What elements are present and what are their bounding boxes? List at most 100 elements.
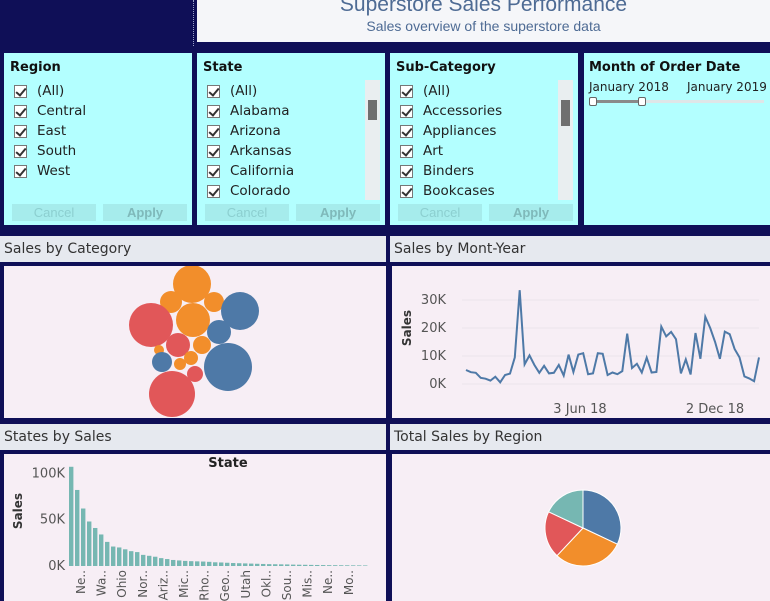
state-option-california[interactable]: California [207,161,294,181]
bar-43 [327,565,332,566]
bar-x-tick-label: Nor.. [136,570,150,598]
scrollbar-thumb[interactable] [368,100,377,120]
bar-11 [135,552,140,566]
line-x-tick-label: 3 Jun 18 [553,402,606,417]
bar-19 [183,560,188,566]
bar-36 [285,564,290,566]
subcategory-apply-button[interactable]: Apply [489,204,573,221]
region-option-east[interactable]: East [14,121,66,141]
bar-x-tick-label: Okl.. [259,570,273,597]
subcategory-cancel-button[interactable]: Cancel [398,204,482,221]
bubble-orange-2 [204,292,224,312]
subcategory-option-appliances[interactable]: Appliances [400,121,496,141]
checkbox-icon[interactable] [400,104,413,118]
checkbox-icon[interactable] [207,184,220,198]
bubble-orange-13 [174,358,186,370]
state-apply-button[interactable]: Apply [296,204,380,221]
region-filter: Region (All) Central East South West Can… [4,53,192,225]
checkbox-icon[interactable] [207,144,220,158]
checkbox-icon[interactable] [207,164,220,178]
bar-x-tick-label: Ohio [115,570,129,598]
region-option-west[interactable]: West [14,161,70,181]
bubble-blue-11 [152,352,172,372]
bar-23 [207,561,212,566]
subcategory-option-art[interactable]: Art [400,141,443,161]
checkbox-icon[interactable] [400,184,413,198]
state-option-alabama[interactable]: Alabama [207,101,290,121]
sales-by-month-chart: Sales 0K 10K 20K 30K 3 Jun 18 2 Dec 18 [392,266,770,418]
bubble-chart-svg [129,266,259,417]
bar-25 [219,562,224,566]
subcategory-filter-title: Sub-Category [396,60,496,75]
region-option-central[interactable]: Central [14,101,86,121]
date-slider-range[interactable] [592,100,642,103]
state-filter-title: State [203,60,243,75]
checkbox-icon[interactable] [400,124,413,138]
subcategory-option-bookcases[interactable]: Bookcases [400,181,495,201]
bubble-orange-1 [160,291,182,313]
subcategory-option-accessories[interactable]: Accessories [400,101,502,121]
checkbox-icon[interactable] [14,144,27,158]
bar-6 [105,541,110,566]
bubble-orange-0 [173,266,211,303]
state-filter: State (All) Alabama Arizona Arkansas Cal… [197,53,385,225]
checkbox-icon[interactable] [400,144,413,158]
bar-14 [153,556,158,566]
subcategory-option-all[interactable]: (All) [400,81,450,101]
bubble-orange-3 [176,303,210,337]
checkbox-icon[interactable] [14,84,27,98]
bar-x-tick-label: Rho.. [198,570,212,601]
bar-0 [69,466,74,566]
dashboard-subtitle: Sales overview of the superstore data [366,18,601,34]
bar-38 [297,564,302,566]
bar-13 [147,555,152,566]
header-left-spacer [0,0,194,46]
bar-x-tick-label: Wa.. [95,570,109,596]
checkbox-icon[interactable] [400,84,413,98]
state-option-arkansas[interactable]: Arkansas [207,141,292,161]
checkbox-icon[interactable] [14,164,27,178]
state-list-scrollbar[interactable] [365,80,380,200]
line-y-tick-label: 0K [429,377,446,392]
region-cancel-button[interactable]: Cancel [12,204,96,221]
date-filter: Month of Order Date January 2018 January… [584,53,770,225]
bar-x-tick-label: Ne.. [321,570,335,594]
states-by-sales-title: States by Sales [0,424,386,450]
checkbox-icon[interactable] [400,164,413,178]
date-slider-end-handle[interactable] [638,97,646,106]
pie-slice-blue [582,489,622,545]
date-slider-start-handle[interactable] [589,97,597,106]
line-y-tick-label: 10K [421,349,447,364]
region-apply-button[interactable]: Apply [103,204,187,221]
state-option-colorado[interactable]: Colorado [207,181,290,201]
scrollbar-thumb[interactable] [561,100,570,126]
checkbox-icon[interactable] [14,104,27,118]
date-filter-title: Month of Order Date [589,60,741,75]
bar-37 [291,564,296,566]
bubble-red-14 [187,366,203,382]
bar-y-tick-label: 0K [48,559,65,574]
region-option-south[interactable]: South [14,141,76,161]
bar-1 [75,489,80,566]
region-filter-title: Region [10,60,61,75]
bar-12 [141,554,146,566]
bar-18 [177,560,182,566]
date-slider-track[interactable] [592,100,764,103]
checkbox-icon[interactable] [207,84,220,98]
state-cancel-button[interactable]: Cancel [205,204,289,221]
checkbox-icon[interactable] [207,124,220,138]
state-option-all[interactable]: (All) [207,81,257,101]
region-option-all[interactable]: (All) [14,81,64,101]
bar-9 [123,549,128,566]
bar-x-tick-label: Geo.. [218,570,232,601]
subcategory-list-scrollbar[interactable] [558,80,573,200]
bar-30 [249,563,254,566]
checkbox-icon[interactable] [207,104,220,118]
checkbox-icon[interactable] [14,124,27,138]
bar-44 [333,565,338,566]
bar-31 [255,563,260,566]
bar-21 [195,561,200,566]
subcategory-filter: Sub-Category (All) Accessories Appliance… [390,53,578,225]
subcategory-option-binders[interactable]: Binders [400,161,474,181]
state-option-arizona[interactable]: Arizona [207,121,281,141]
